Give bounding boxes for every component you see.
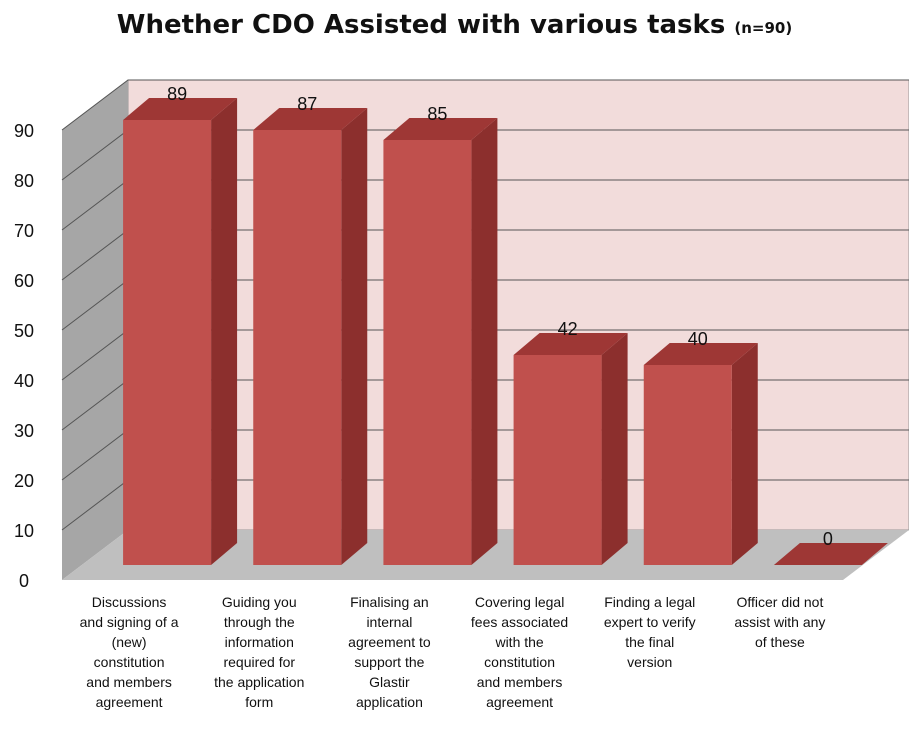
x-tick-label-line: Finding a legal <box>604 594 696 610</box>
data-label: 42 <box>558 319 578 339</box>
data-label: 0 <box>823 529 833 549</box>
x-tick-label: Finding a legal expert to verify the final… <box>586 592 714 672</box>
x-tick-label-line: agreement <box>95 694 163 710</box>
x-tick-label-line: Officer did not <box>736 594 824 610</box>
y-tick-label: 70 <box>14 221 34 241</box>
x-tick-label-line: the final <box>625 634 675 650</box>
x-tick-label-line: agreement to <box>348 634 431 650</box>
chart-subtitle: (n=90) <box>734 19 793 37</box>
chart-title: Whether CDO Assisted with various tasks <box>116 10 726 40</box>
bar <box>253 130 342 565</box>
y-tick-label: 90 <box>14 121 34 141</box>
x-tick-label-line: (new) <box>111 634 147 650</box>
x-tick-label-line: the application <box>214 674 305 690</box>
x-tick-label-line: Guiding you <box>221 594 297 610</box>
x-tick-label-line: expert to verify <box>603 614 696 630</box>
bar-top <box>123 98 238 120</box>
bar-side <box>471 118 498 565</box>
y-tick-label: 80 <box>14 171 34 191</box>
y-tick-label: 40 <box>14 371 34 391</box>
chart-title-block: Whether CDO Assisted with various tasks … <box>0 10 909 40</box>
x-tick-label-line: form <box>245 694 274 710</box>
y-tick-label: 20 <box>14 471 34 491</box>
x-tick-label-line: assist with any <box>734 614 826 630</box>
bar-top <box>253 108 368 130</box>
x-tick-label-line: Covering legal <box>474 594 565 610</box>
gridline <box>61 79 909 131</box>
bar-top <box>383 118 498 140</box>
data-label: 89 <box>167 84 187 104</box>
x-tick-label-line: internal <box>366 614 413 630</box>
bar <box>123 120 212 565</box>
x-tick-label-line: Finalising an <box>350 594 429 610</box>
side-wall <box>62 80 128 580</box>
x-tick-label-line: with the <box>495 634 544 650</box>
x-tick-label-line: version <box>627 654 673 670</box>
x-tick-label: Officer did not assist with any of these <box>716 592 844 652</box>
bar-side <box>601 333 628 565</box>
bar-side <box>341 108 368 565</box>
data-label: 87 <box>297 94 317 114</box>
bar <box>383 140 472 565</box>
y-tick-label: 10 <box>14 521 34 541</box>
x-tick-label: Discussions and signing of a (new) constitu… <box>65 592 193 712</box>
x-tick-label-line: Discussions <box>91 594 167 610</box>
x-tick-label-line: constitution <box>484 654 555 670</box>
y-tick-label: 0 <box>19 571 29 591</box>
y-tick-label: 50 <box>14 321 34 341</box>
x-tick-label-line: and members <box>476 674 563 690</box>
y-tick-label: 30 <box>14 421 34 441</box>
x-tick-label: Finalising an internal agreement to support… <box>325 592 453 712</box>
bar-top <box>513 333 628 355</box>
bar-side <box>211 98 238 565</box>
bar-side <box>731 343 758 565</box>
x-tick-label-line: fees associated <box>470 614 569 630</box>
y-tick-label: 60 <box>14 271 34 291</box>
data-label: 40 <box>688 329 708 349</box>
x-tick-label-line: information <box>224 634 294 650</box>
x-tick-label-line: agreement <box>486 694 554 710</box>
x-tick-label: Covering legal fees associated with the con… <box>456 592 584 712</box>
bar <box>643 365 732 565</box>
x-tick-label-line: of these <box>754 634 805 650</box>
bar-top <box>773 543 888 565</box>
x-tick-label: Guiding you through the information require… <box>195 592 323 712</box>
x-tick-label-line: constitution <box>93 654 165 670</box>
x-tick-label-line: through the <box>223 614 295 630</box>
x-tick-label-line: Glastir <box>369 674 410 690</box>
x-tick-label-line: required for <box>223 654 296 670</box>
x-tick-label-line: and members <box>86 674 172 690</box>
bar <box>513 355 602 565</box>
data-label: 85 <box>427 104 447 124</box>
x-tick-label-line: support the <box>354 654 425 670</box>
x-tick-label-line: application <box>355 694 423 710</box>
bar-top <box>643 343 758 365</box>
x-tick-label-line: and signing of a <box>79 614 179 630</box>
